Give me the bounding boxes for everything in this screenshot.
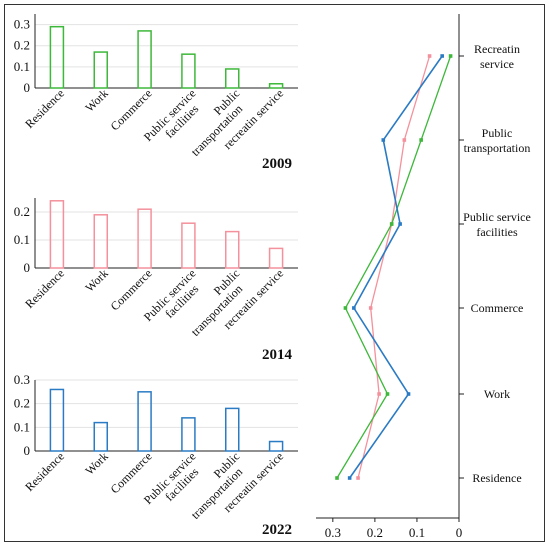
bar (181, 222, 196, 269)
data-point (419, 138, 423, 142)
category-label: Recreatin service (474, 42, 520, 71)
y-tick-label: 0 (24, 443, 31, 458)
bar (137, 30, 152, 89)
data-point (352, 306, 356, 310)
figure-frame (4, 4, 545, 542)
bar (225, 68, 240, 89)
y-tick-label: 0.1 (14, 232, 30, 247)
category-label-line: Commerce (471, 301, 524, 315)
y-tick-label: 0.2 (14, 38, 30, 53)
data-point (343, 306, 348, 310)
data-point (368, 306, 373, 310)
category-label-line: Work (484, 387, 510, 401)
data-point (398, 222, 402, 226)
category-label-line: Public service (463, 210, 531, 224)
y-tick-label: 0.3 (14, 372, 30, 387)
bar (137, 208, 152, 269)
data-point (402, 138, 407, 142)
data-point (347, 476, 352, 480)
data-point (381, 138, 386, 142)
y-tick-label: 0.3 (14, 17, 30, 32)
bar (93, 421, 108, 452)
bar (268, 247, 284, 269)
bar (225, 230, 240, 269)
bar (268, 83, 284, 89)
category-label-line: Recreatin (474, 42, 520, 56)
bar (181, 53, 196, 89)
category-label: Work (82, 266, 111, 295)
year-label: 2009 (262, 156, 292, 172)
category-label-line: Residence (472, 471, 521, 485)
x-tick-label: 0.3 (325, 525, 341, 540)
category-label: Work (82, 449, 111, 478)
bar (49, 388, 65, 452)
y-tick-label: 0.2 (14, 396, 30, 411)
data-point (427, 54, 432, 58)
data-point (377, 392, 381, 396)
year-label: 2014 (262, 347, 293, 363)
bar (137, 391, 152, 452)
bar (181, 417, 196, 452)
bar (225, 407, 240, 452)
category-label-line: facilities (476, 225, 518, 239)
y-tick-label: 0 (24, 80, 31, 95)
data-point (389, 222, 394, 226)
year-label: 2022 (262, 522, 292, 538)
series-line (348, 55, 443, 479)
y-tick-label: 0.1 (14, 59, 30, 74)
x-tick-label: 0 (456, 525, 463, 540)
bar (93, 214, 108, 269)
category-label-line: Public (482, 126, 513, 140)
category-label: Commerce (471, 301, 524, 315)
x-tick-label: 0.1 (409, 525, 425, 540)
category-label: Work (82, 86, 111, 115)
series-line (357, 55, 431, 479)
data-point (385, 392, 390, 396)
bar (93, 51, 108, 89)
data-point (356, 476, 360, 480)
bar (49, 25, 65, 89)
category-label-line: service (480, 57, 514, 71)
category-label: Residence (472, 471, 521, 485)
y-tick-label: 0.2 (14, 204, 30, 219)
y-tick-label: 0.1 (14, 419, 30, 434)
bar (49, 200, 65, 269)
category-label-line: transportation (464, 141, 531, 155)
data-point (406, 392, 411, 396)
line-chart: 0.3 0.2 0.1 0 Residence Work Commerce Public se… (316, 14, 531, 540)
data-point (440, 54, 444, 58)
data-point (335, 476, 339, 480)
category-label: Work (484, 387, 510, 401)
bar (268, 440, 284, 452)
y-tick-label: 0 (24, 260, 31, 275)
x-tick-label: 0.2 (367, 525, 383, 540)
data-point (448, 54, 453, 58)
series-line (336, 55, 452, 479)
